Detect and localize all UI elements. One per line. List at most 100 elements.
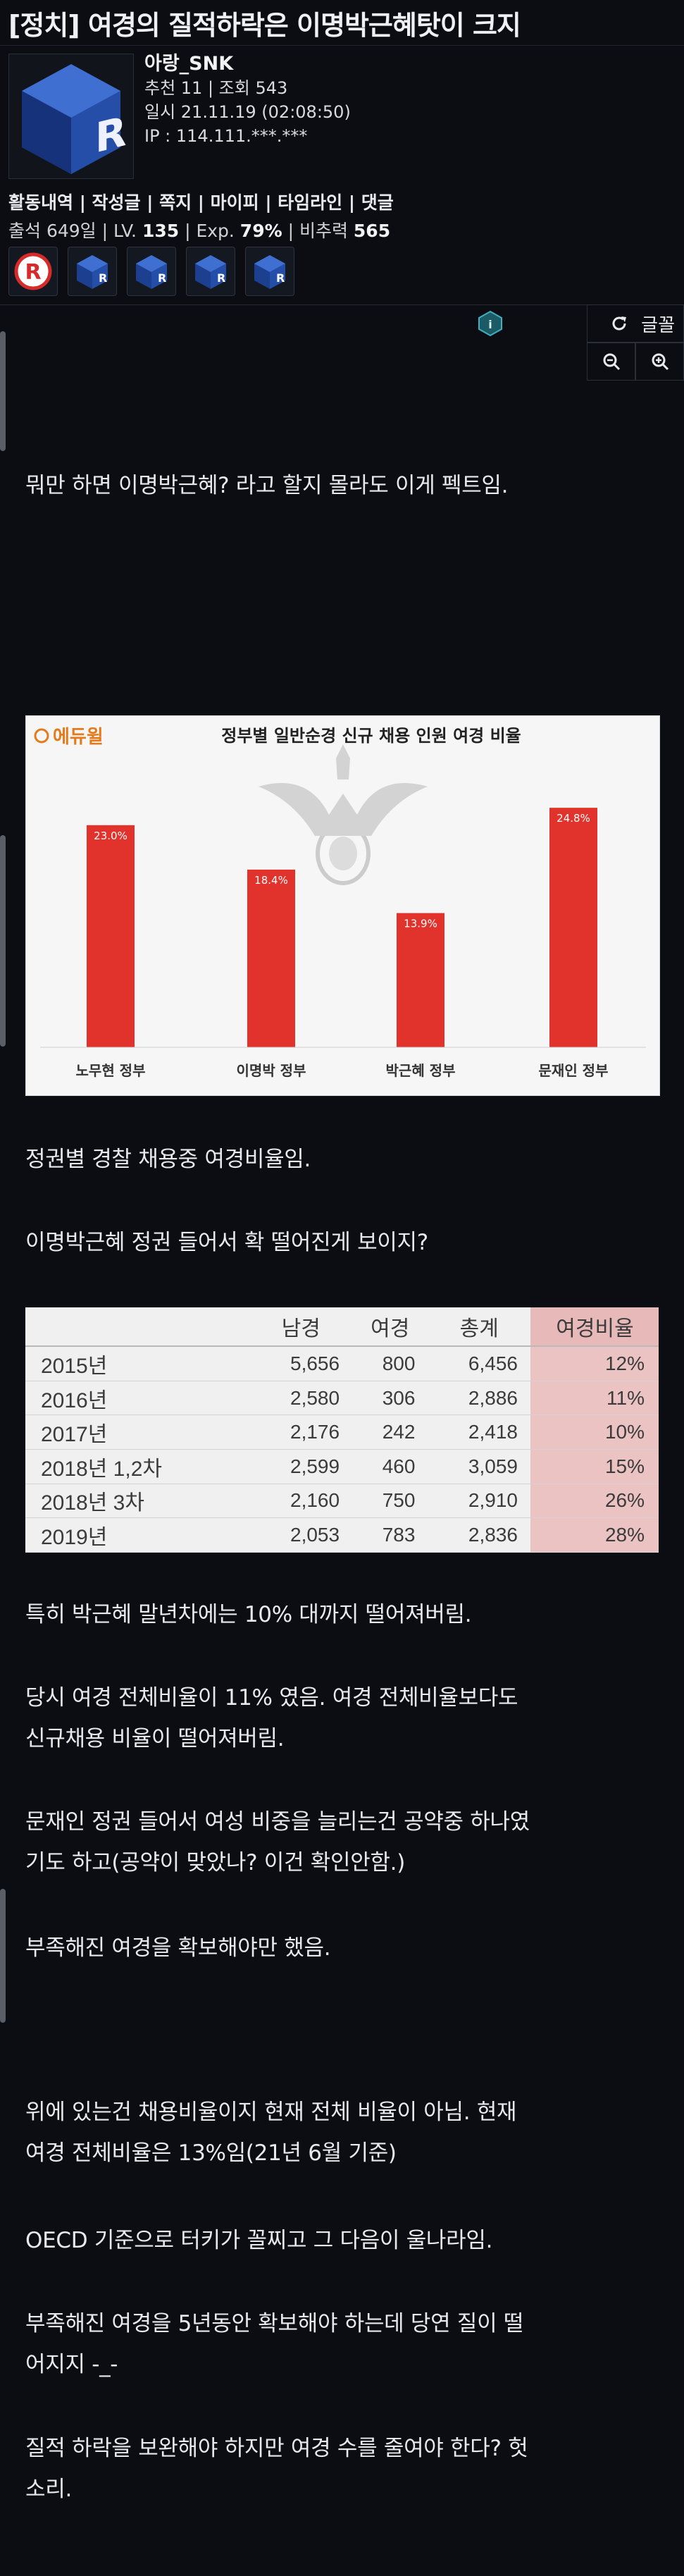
table-cell: 5,656 xyxy=(249,1346,353,1381)
table-cell: 26% xyxy=(530,1484,659,1519)
table-cell: 2,053 xyxy=(249,1517,353,1553)
bar-0 xyxy=(87,825,135,1047)
bar-2 xyxy=(397,913,444,1047)
body-paragraph: 정권별 경찰 채용중 여경비율임. xyxy=(25,1147,311,1172)
table-row: 2018년 1,2차 2,599 460 3,059 15% xyxy=(25,1449,659,1484)
table-row: 2018년 3차 2,160 750 2,910 26% xyxy=(25,1484,659,1519)
category-label: 노무현 정부 xyxy=(76,1062,146,1079)
body-paragraph: 당시 여경 전체비율이 11% 였음. 여경 전체비율보다도 신규채용 비율이 … xyxy=(25,1677,518,1759)
table-cell: 2018년 3차 xyxy=(25,1484,250,1519)
paragraph-line: 질적 하락을 보완해야 하지만 여경 수를 줄여야 한다? 헛 xyxy=(25,2436,528,2461)
zoom-out-icon xyxy=(603,353,620,371)
table-header-cell: 남경 xyxy=(249,1307,353,1347)
table-cell: 15% xyxy=(530,1449,659,1484)
left-scroll-handle[interactable] xyxy=(0,835,6,1047)
table-cell: 242 xyxy=(352,1415,428,1450)
svg-text:R: R xyxy=(25,260,41,285)
chart-title: 정부별 일반순경 신규 채용 인원 여경 비율 xyxy=(221,726,521,746)
left-scroll-handle[interactable] xyxy=(0,1889,6,2023)
body-paragraph: 부족해진 여경을 확보해야만 했음. xyxy=(25,1935,331,1961)
body-paragraph: 특히 박근혜 말년차에는 10% 대까지 떨어져버림. xyxy=(25,1602,472,1627)
paragraph-line: 당시 여경 전체비율이 11% 였음. 여경 전체비율보다도 xyxy=(25,1685,518,1711)
zoom-controls xyxy=(587,343,684,381)
bar-1 xyxy=(247,869,295,1047)
post-title: [정치] 여경의 질적하락은 이명박근혜탓이 크지 xyxy=(0,0,684,46)
table-cell: 2,836 xyxy=(428,1517,530,1553)
table-cell: 10% xyxy=(530,1415,659,1450)
author-menu[interactable]: 활동내역 | 작성글 | 쪽지 | 마이피 | 타임라인 | 댓글 xyxy=(8,192,394,213)
cube-logo-icon: R xyxy=(22,64,127,174)
avatar[interactable]: R xyxy=(8,54,134,179)
paragraph-line: 기도 하고(공약이 맞았나? 이건 확인안함.) xyxy=(25,1850,406,1875)
svg-text:R: R xyxy=(158,271,166,285)
author-info: 아랑_SNK 추천 11 | 조회 543 일시 21.11.19 (02:08… xyxy=(144,52,351,148)
table-cell: 2015년 xyxy=(25,1346,250,1381)
table-cell: 2,160 xyxy=(249,1484,353,1519)
table-row: 2019년 2,053 783 2,836 28% xyxy=(25,1517,659,1553)
exp-value: 79% xyxy=(240,221,282,241)
svg-text:R: R xyxy=(95,106,127,162)
table-cell: 783 xyxy=(352,1517,428,1553)
recruitment-table-image: 남경 여경 총계 여경비율 2015년 5,656 800 6,456 12% … xyxy=(25,1307,659,1553)
body-paragraph: 위에 있는건 채용비율이지 현재 전체 비율이 아님. 현재 여경 전체비율은 … xyxy=(25,2092,517,2174)
info-icon[interactable]: i xyxy=(477,310,504,337)
table-row: 2015년 5,656 800 6,456 12% xyxy=(25,1346,659,1381)
body-paragraph: 이명박근혜 정권 들어서 확 떨어진게 보이지? xyxy=(25,1230,428,1255)
zoom-in-icon xyxy=(652,353,669,371)
table-cell: 3,059 xyxy=(428,1449,530,1484)
attendance: 출석 649일 | LV. xyxy=(8,221,142,241)
body-paragraph: 문재인 정권 들어서 여성 비중을 늘리는건 공약중 하나였 기도 하고(공약이… xyxy=(25,1801,530,1883)
font-button[interactable]: 글꼴 xyxy=(587,304,684,343)
power-label: | 비추력 xyxy=(282,221,354,241)
bar-value-label: 13.9% xyxy=(404,918,437,930)
table-cell: 800 xyxy=(352,1346,428,1381)
author-stats: 출석 649일 | LV. 135 | Exp. 79% | 비추력 565 xyxy=(8,217,390,242)
category-label: 문재인 정부 xyxy=(539,1062,609,1079)
bar-chart-image: 에듀윌 정부별 일반순경 신규 채용 인원 여경 비율 23.0% 노무현 정부 1… xyxy=(25,715,660,1096)
chart-header: 에듀윌 정부별 일반순경 신규 채용 인원 여경 비율 xyxy=(34,726,521,748)
registered-badge-icon[interactable]: R xyxy=(8,247,58,296)
body-paragraph: 부족해진 여경을 5년동안 확보해야 하는데 당연 질이 떨 어지지 -_- xyxy=(25,2303,523,2385)
table-cell: 306 xyxy=(352,1381,428,1416)
bar-value-label: 24.8% xyxy=(556,812,590,825)
paragraph-line: 신규채용 비율이 떨어져버림. xyxy=(25,1726,285,1751)
badge-row: R R R R R xyxy=(8,247,294,296)
table-cell: 2017년 xyxy=(25,1415,250,1450)
bar-3 xyxy=(549,808,597,1047)
table-cell: 11% xyxy=(530,1381,659,1416)
font-label: 글꼴 xyxy=(641,314,675,336)
svg-text:R: R xyxy=(276,271,285,285)
left-scroll-handle[interactable] xyxy=(0,331,6,451)
paragraph-line: 어지지 -_- xyxy=(25,2352,118,2377)
bar-value-label: 23.0% xyxy=(94,830,128,842)
cube-badge-icon[interactable]: R xyxy=(127,247,176,296)
table-cell: 12% xyxy=(530,1346,659,1381)
paragraph-line: 여경 전체비율은 13%임(21년 6월 기준) xyxy=(25,2140,397,2166)
category-label: 박근혜 정부 xyxy=(386,1062,456,1079)
author-nickname[interactable]: 아랑_SNK xyxy=(144,53,234,75)
zoom-in-button[interactable] xyxy=(635,343,684,381)
table-cell: 2018년 1,2차 xyxy=(25,1449,250,1484)
level-value: 135 xyxy=(142,221,180,241)
police-emblem-icon xyxy=(259,744,428,885)
view-tools: 글꼴 xyxy=(587,304,684,381)
category-label: 이명박 정부 xyxy=(237,1062,306,1079)
cube-badge-icon[interactable]: R xyxy=(186,247,235,296)
svg-text:i: i xyxy=(488,318,492,331)
chart-brand: 에듀윌 xyxy=(53,727,104,748)
table-cell: 2016년 xyxy=(25,1381,250,1416)
edu-brand-icon xyxy=(34,728,49,744)
body-paragraph: 질적 하락을 보완해야 하지만 여경 수를 줄여야 한다? 헛 소리. xyxy=(25,2428,528,2510)
table-cell: 2,910 xyxy=(428,1484,530,1519)
table-header-row: 남경 여경 총계 여경비율 xyxy=(25,1307,659,1347)
paragraph-line: 소리. xyxy=(25,2477,72,2502)
paragraph-line: 문재인 정권 들어서 여성 비중을 늘리는건 공약중 하나였 xyxy=(25,1809,530,1835)
cube-badge-icon[interactable]: R xyxy=(245,247,294,296)
zoom-out-button[interactable] xyxy=(587,343,635,381)
table-cell: 2019년 xyxy=(25,1517,250,1553)
cube-badge-icon[interactable]: R xyxy=(68,247,117,296)
svg-text:R: R xyxy=(217,271,225,285)
divider xyxy=(0,304,684,305)
table-header-cell: 총계 xyxy=(428,1307,530,1347)
refresh-icon xyxy=(612,316,627,331)
